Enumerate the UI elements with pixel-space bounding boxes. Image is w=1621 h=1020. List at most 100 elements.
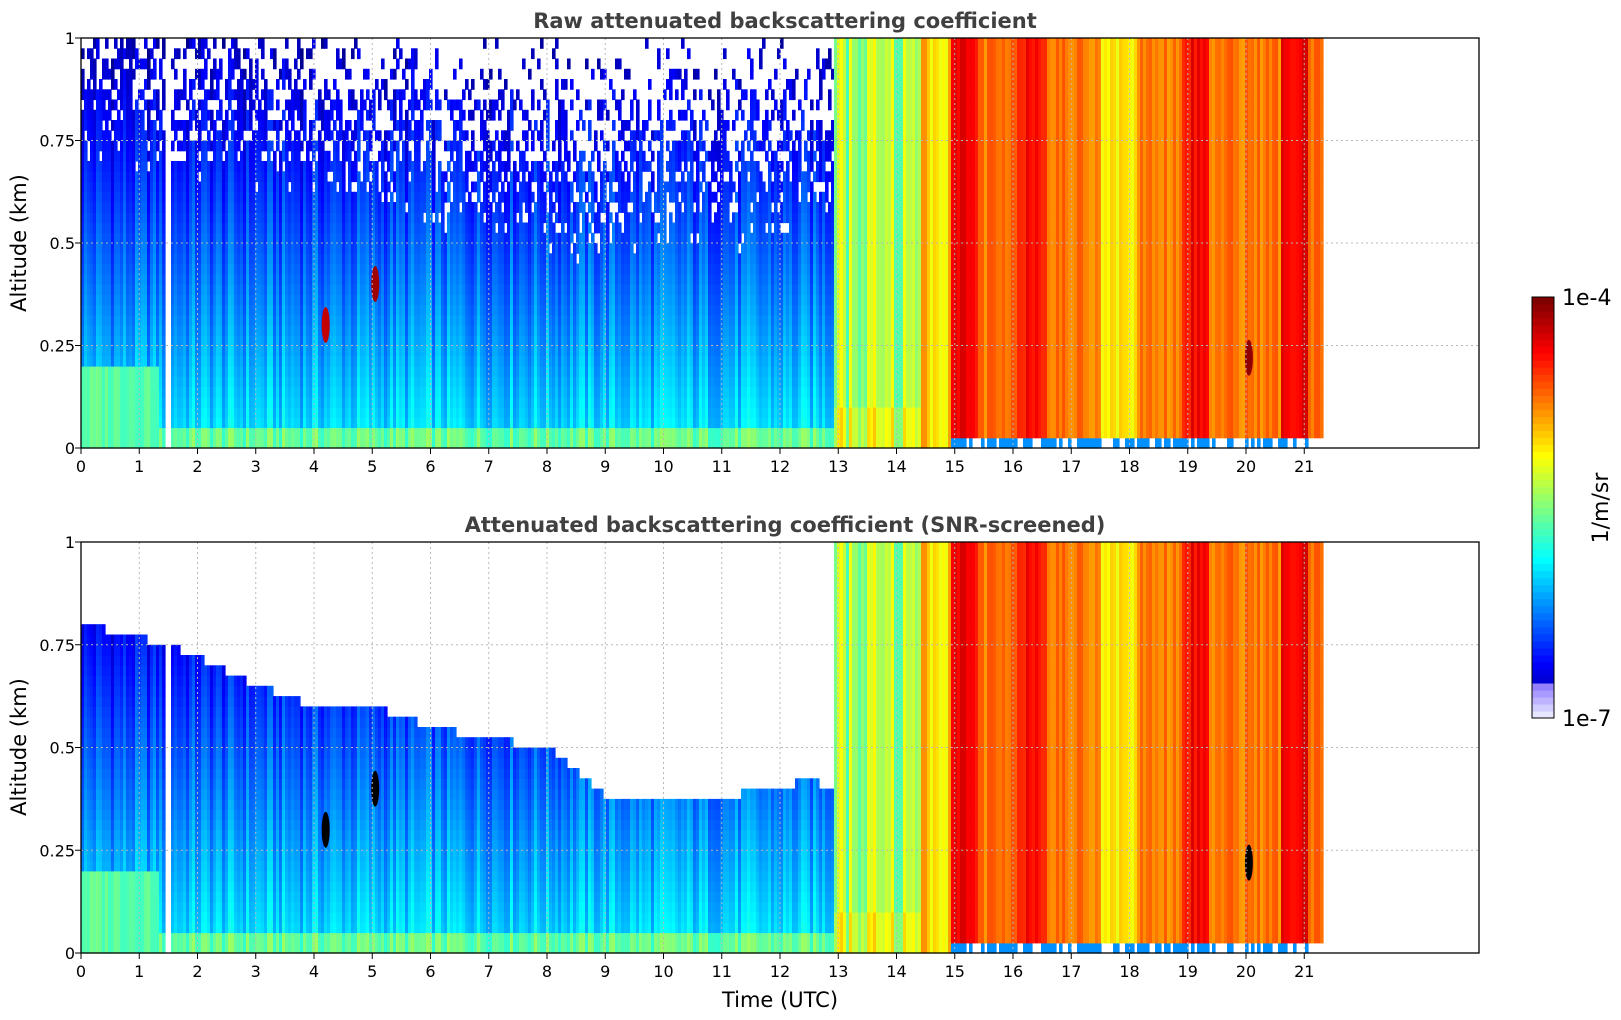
colorbar-step: [1532, 543, 1554, 551]
colorbar-step: [1532, 381, 1554, 389]
x-tick-label: 15: [945, 962, 965, 981]
colorbar-step: [1532, 409, 1554, 417]
x-tick-label: 1: [134, 962, 144, 981]
colorbar-step: [1532, 515, 1554, 523]
x-tick-label: 21: [1294, 457, 1314, 476]
y-axis-screened: 0 0.25 0.5 0.75 1: [39, 533, 81, 963]
feature-mark-0: [322, 307, 330, 343]
colorbar-step: [1532, 339, 1554, 347]
colorbar-step: [1532, 500, 1554, 508]
colorbar-step: [1532, 423, 1554, 431]
x-axis-label: Time (UTC): [721, 988, 838, 1012]
y-tick-label: 0: [65, 439, 75, 458]
colorbar-step: [1532, 613, 1554, 621]
colorbar-step: [1532, 430, 1554, 438]
colorbar-step: [1532, 402, 1554, 410]
x-tick-label: 21: [1294, 962, 1314, 981]
x-tick-label: 12: [770, 457, 790, 476]
chart-title-screened: Attenuated backscattering coefficient (S…: [465, 513, 1106, 537]
colorbar-step: [1532, 374, 1554, 382]
colorbar-step: [1532, 486, 1554, 494]
x-tick-label: 0: [76, 457, 86, 476]
x-tick-label: 16: [1003, 457, 1023, 476]
x-tick-label: 7: [484, 457, 494, 476]
colorbar-step: [1532, 634, 1554, 642]
colorbar-step: [1532, 416, 1554, 424]
colorbar-step: [1532, 479, 1554, 487]
colorbar-step: [1532, 669, 1554, 677]
x-tick-label: 17: [1061, 457, 1081, 476]
y-tick-label: 0.5: [50, 234, 75, 253]
y-axis-label-raw: Altitude (km): [7, 174, 31, 312]
x-tick-label: 10: [653, 962, 673, 981]
colorbar-step: [1532, 388, 1554, 396]
feature-mark-0: [322, 812, 330, 848]
x-tick-label: 6: [425, 962, 435, 981]
colorbar-step: [1532, 641, 1554, 649]
x-tick-label: 4: [309, 962, 319, 981]
colorbar-step: [1532, 564, 1554, 572]
y-tick-label: 0.75: [39, 132, 75, 151]
colorbar-step: [1532, 360, 1554, 368]
colorbar-min-label: 1e-7: [1562, 707, 1611, 732]
colorbar-step: [1532, 332, 1554, 340]
x-tick-label: 20: [1236, 962, 1256, 981]
y-axis-label-screened: Altitude (km): [7, 678, 31, 816]
colorbar-step: [1532, 578, 1554, 586]
colorbar-step: [1532, 536, 1554, 544]
panel-screened: Attenuated backscattering coefficient (S…: [7, 513, 1479, 1012]
x-tick-label: 8: [542, 457, 552, 476]
colorbar-step: [1532, 465, 1554, 473]
x-tick-label: 8: [542, 962, 552, 981]
y-axis-raw: 00.250.50.751: [39, 29, 81, 458]
x-tick-label: 7: [484, 962, 494, 981]
x-tick-label: 11: [712, 457, 732, 476]
x-tick-label: 15: [945, 457, 965, 476]
x-tick-label: 13: [828, 457, 848, 476]
colorbar-step: [1532, 318, 1554, 326]
colorbar-step: [1532, 437, 1554, 445]
colorbar-step: [1532, 522, 1554, 530]
y-tick-label: 0: [65, 944, 75, 963]
colorbar-step: [1532, 627, 1554, 635]
colorbar-step: [1532, 353, 1554, 361]
colorbar-step: [1532, 529, 1554, 537]
colorbar-step: [1532, 297, 1554, 305]
y-tick-label: 0.25: [39, 841, 75, 860]
x-tick-label: 5: [367, 962, 377, 981]
x-tick-label: 3: [251, 457, 261, 476]
colorbar-gradient: [1532, 297, 1554, 719]
x-tick-label: 3: [251, 962, 261, 981]
x-tick-label: 2: [192, 962, 202, 981]
colorbar-step: [1532, 550, 1554, 558]
x-tick-label: 19: [1178, 457, 1198, 476]
x-tick-label: 6: [425, 457, 435, 476]
y-tick-label: 1: [65, 533, 75, 552]
colorbar-step: [1532, 508, 1554, 516]
colorbar-step: [1532, 662, 1554, 670]
colorbar-step: [1532, 346, 1554, 354]
colorbar-step: [1532, 395, 1554, 403]
y-tick-label: 0.5: [50, 739, 75, 758]
x-tick-label: 14: [886, 457, 906, 476]
colorbar-step: [1532, 704, 1554, 712]
colorbar-step: [1532, 325, 1554, 333]
colorbar-step: [1532, 697, 1554, 705]
colorbar: 1e-4 1e-7 1/m/sr: [1532, 286, 1614, 732]
x-tick-label: 17: [1061, 962, 1081, 981]
colorbar-step: [1532, 585, 1554, 593]
colorbar-step: [1532, 711, 1554, 719]
x-tick-label: 9: [600, 457, 610, 476]
colorbar-step: [1532, 599, 1554, 607]
colorbar-step: [1532, 683, 1554, 691]
x-tick-label: 19: [1178, 962, 1198, 981]
chart-title-raw: Raw attenuated backscattering coefficien…: [533, 9, 1037, 33]
colorbar-step: [1532, 311, 1554, 319]
x-tick-label: 18: [1119, 457, 1139, 476]
y-tick-label: 0.75: [39, 636, 75, 655]
colorbar-step: [1532, 592, 1554, 600]
colorbar-step: [1532, 557, 1554, 565]
x-tick-label: 0: [76, 962, 86, 981]
colorbar-step: [1532, 304, 1554, 312]
colorbar-step: [1532, 444, 1554, 452]
